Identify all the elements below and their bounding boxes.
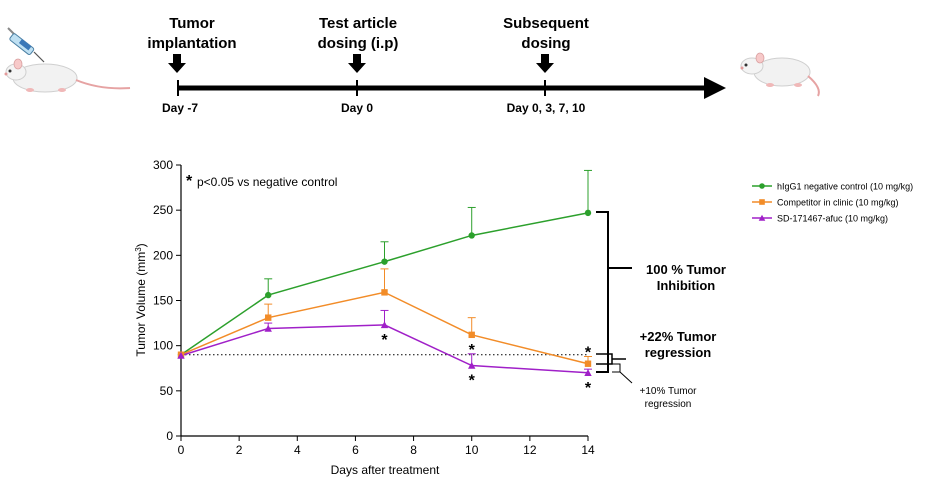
y-axis-label: Tumor Volume (mm3) [134, 243, 149, 356]
timeline-arrowhead [704, 77, 726, 99]
step-label-line: Tumor [169, 15, 215, 32]
timeline-step-implantation: Tumor implantation Day -7 [147, 15, 236, 115]
data-point-triangle [380, 321, 389, 329]
significance-star: * [585, 380, 592, 397]
tumor-volume-chart: 0 50 100 150 200 250 300 0 2 4 6 8 10 12 14 * * * * * Tum… [134, 158, 914, 477]
x-tick-label: 4 [294, 443, 301, 457]
competitor-regression-bracket: +22% Tumor regression [596, 329, 717, 365]
data-point-square [584, 360, 592, 367]
data-point-circle [381, 258, 388, 265]
pvalue-star: * [186, 173, 193, 190]
y-tick-label: 300 [153, 158, 173, 172]
legend-entry-label: Competitor in clinic (10 mg/kg) [777, 198, 899, 208]
mouse-left-icon [4, 27, 131, 93]
significance-star: * [585, 345, 592, 362]
x-tick-label: 6 [352, 443, 359, 457]
step-day: Day 0, 3, 7, 10 [507, 101, 586, 115]
data-point-triangle [177, 351, 185, 359]
legend-entry-label: SD-171467-afuc (10 mg/kg) [777, 214, 888, 224]
significance-markers: * * * * * [381, 332, 592, 397]
x-tick-label: 0 [178, 443, 185, 457]
y-tick-label: 50 [160, 384, 174, 398]
inhibition-bracket: 100 % Tumor Inhibition [596, 211, 726, 373]
step-label-line: dosing (i.p) [318, 35, 399, 52]
data-point-circle [265, 291, 272, 299]
timeline-step-dosing: Test article dosing (i.p) Day 0 [318, 15, 399, 115]
step-label-line: Test article [319, 15, 397, 32]
sd-regression-label-line: +10% Tumor [640, 386, 698, 397]
sd-regression-label-line: regression [645, 399, 692, 410]
x-tick-label: 14 [581, 443, 595, 457]
mouse-right-icon [740, 52, 820, 97]
y-tick-label: 250 [153, 203, 173, 217]
competitor-regression-label-line: +22% Tumor [640, 329, 717, 344]
data-point-circle [584, 209, 592, 217]
down-arrow-icon [348, 54, 366, 73]
data-point-circle [759, 183, 765, 189]
timeline-step-subsequent: Subsequent dosing Day 0, 3, 7, 10 [503, 15, 589, 115]
x-tick-label: 2 [236, 443, 243, 457]
x-tick-label: 8 [410, 443, 417, 457]
down-arrow-icon [536, 54, 554, 73]
sd-regression-bracket: +10% Tumor regression [612, 363, 698, 410]
x-tick-label: 10 [465, 443, 479, 457]
significance-star: * [381, 332, 388, 349]
data-point-square [468, 331, 475, 339]
step-label-line: implantation [147, 35, 236, 52]
timeline: Tumor implantation Day -7 Test article d… [147, 15, 726, 115]
x-axis-ticks: 0 2 4 6 8 10 12 14 [178, 436, 595, 457]
step-day: Day -7 [162, 101, 198, 115]
data-point-triangle [584, 369, 592, 376]
y-tick-label: 150 [153, 294, 173, 308]
y-axis-ticks: 0 50 100 150 200 250 300 [153, 158, 181, 443]
data-point-square [381, 289, 388, 296]
data-point-square [759, 199, 765, 205]
pvalue-note: p<0.05 vs negative control [197, 175, 337, 189]
y-tick-label: 100 [153, 339, 173, 353]
data-point-triangle [758, 214, 766, 221]
x-tick-label: 12 [523, 443, 537, 457]
significance-star: * [469, 373, 476, 390]
competitor-regression-label-line: regression [645, 345, 712, 360]
data-point-triangle [468, 361, 476, 369]
inhibition-label-line: 100 % Tumor [646, 262, 726, 277]
step-label-line: Subsequent [503, 15, 589, 32]
data-point-square [265, 314, 272, 321]
legend-entry-label: hIgG1 negative control (10 mg/kg) [777, 182, 913, 192]
series-markers [177, 209, 592, 376]
y-tick-label: 0 [166, 429, 173, 443]
step-label-line: dosing [521, 35, 570, 52]
down-arrow-icon [168, 54, 186, 73]
step-day: Day 0 [341, 101, 373, 115]
data-point-circle [468, 232, 475, 239]
significance-star: * [469, 342, 476, 359]
error-bars [264, 169, 592, 373]
data-point-triangle [264, 324, 272, 332]
chart-legend: hIgG1 negative control (10 mg/kg) Competi… [752, 182, 913, 224]
y-tick-label: 200 [153, 248, 173, 262]
chart-axes [180, 165, 588, 437]
x-axis-label: Days after treatment [331, 463, 440, 477]
syringe-icon [7, 27, 45, 63]
inhibition-label-line: Inhibition [657, 278, 716, 293]
